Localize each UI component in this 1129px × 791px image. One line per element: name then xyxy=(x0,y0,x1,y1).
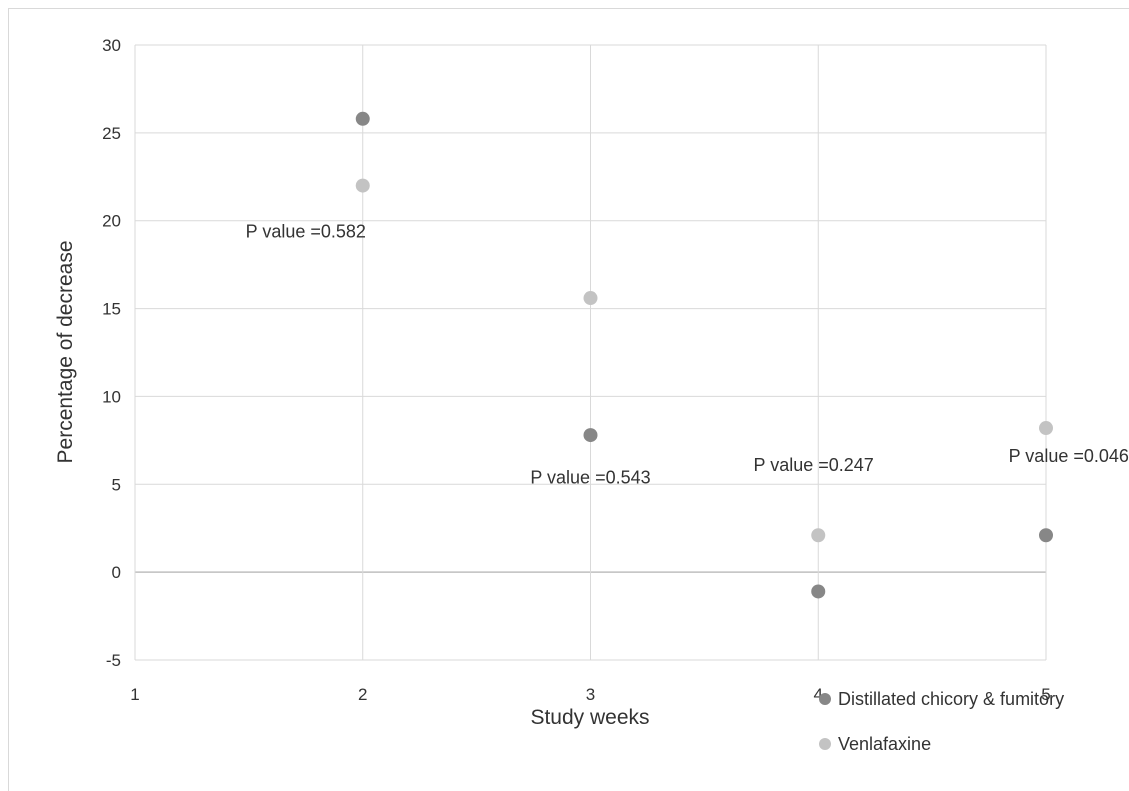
x-tick-label: 5 xyxy=(1041,685,1050,704)
y-tick-label: 30 xyxy=(102,36,121,55)
x-axis-title: Study weeks xyxy=(530,706,649,729)
x-tick-label: 3 xyxy=(586,685,595,704)
x-tick-label: 4 xyxy=(814,685,823,704)
data-point-series-0 xyxy=(811,584,826,599)
p-value-annotation: P value =0.543 xyxy=(530,467,650,487)
legend-label-0: Distillated chicory & fumitory xyxy=(838,689,1064,709)
x-tick-label: 2 xyxy=(358,685,367,704)
data-point-series-1 xyxy=(1039,421,1053,436)
x-tick-label: 1 xyxy=(130,685,139,704)
y-tick-label: -5 xyxy=(106,651,121,670)
legend-marker-1 xyxy=(819,738,831,750)
legend: Distillated chicory & fumitory Venlafaxi… xyxy=(819,689,1064,754)
data-point-series-0 xyxy=(355,111,370,126)
grid-layer xyxy=(134,44,1047,661)
data-point-series-1 xyxy=(583,291,598,306)
y-tick-label: 25 xyxy=(102,124,121,143)
p-value-annotation: P value =0.046 xyxy=(1009,446,1129,466)
point-layer xyxy=(355,111,1053,599)
axis-layer: -5 0 5 10 15 20 25 30 1 2 3 4 5 xyxy=(102,36,1051,704)
y-tick-label: 20 xyxy=(102,212,121,231)
y-tick-label: 0 xyxy=(112,563,121,582)
y-axis-title: Percentage of decrease xyxy=(54,241,77,464)
data-point-series-1 xyxy=(355,178,370,193)
y-tick-label: 15 xyxy=(102,300,121,319)
chart-frame xyxy=(8,8,1129,791)
p-value-annotation: P value =0.247 xyxy=(754,455,874,475)
y-tick-label: 10 xyxy=(102,387,121,406)
data-point-series-0 xyxy=(583,428,598,443)
data-point-series-1 xyxy=(811,528,826,543)
y-tick-label: 5 xyxy=(112,475,121,494)
legend-label-1: Venlafaxine xyxy=(838,734,931,754)
legend-marker-0 xyxy=(819,693,831,705)
annotation-layer: P value =0.582 P value =0.543 P value =0.2… xyxy=(246,221,1129,487)
p-value-annotation: P value =0.582 xyxy=(246,221,366,241)
data-point-series-0 xyxy=(1039,528,1053,543)
